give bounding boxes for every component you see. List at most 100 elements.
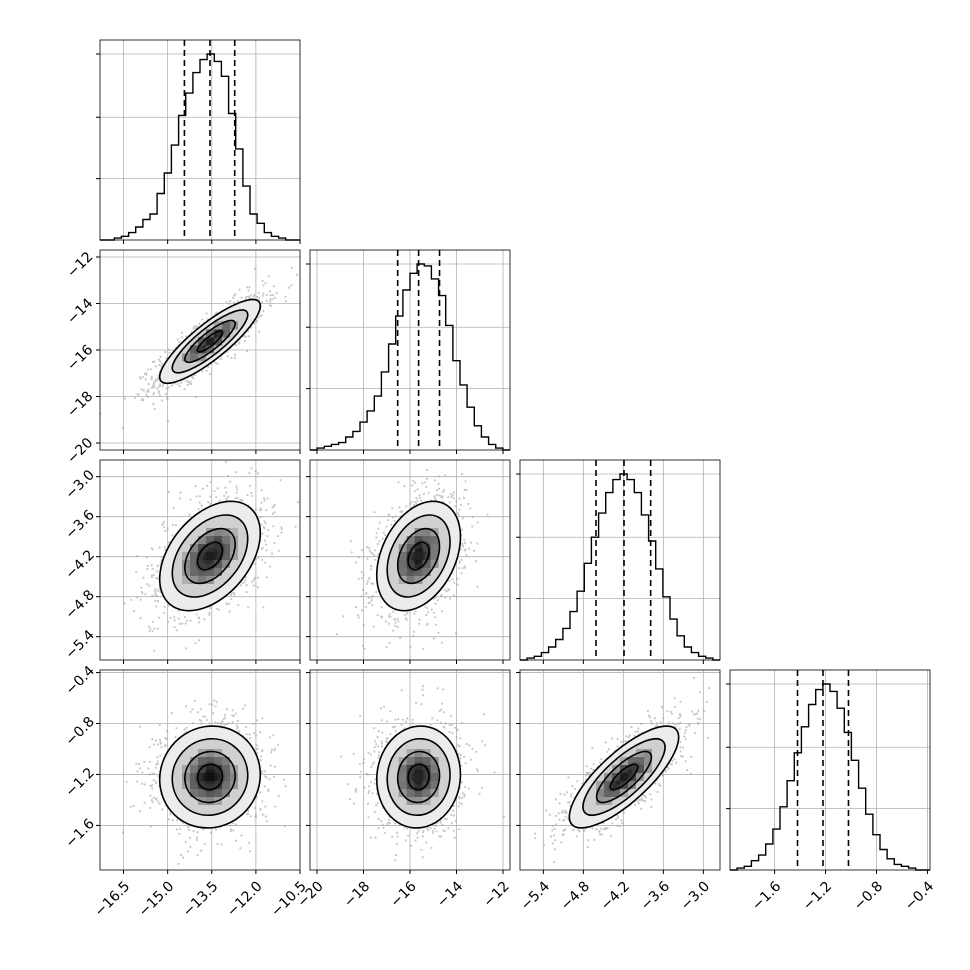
density-cell: [190, 781, 198, 790]
y-tick-label: −5.4: [63, 627, 98, 662]
density-cell: [214, 528, 222, 536]
density-cell: [644, 757, 652, 766]
density-cell: [430, 552, 439, 560]
x-tick-label: −18: [341, 878, 373, 910]
density-cell: [214, 544, 222, 552]
panel-frame: [519, 459, 721, 661]
density-cell: [182, 552, 190, 560]
density-cell: [214, 536, 222, 544]
density-cell: [430, 536, 439, 544]
density-cell: [198, 773, 206, 782]
histogram-panel-3: [726, 669, 931, 871]
density-cell: [406, 568, 415, 576]
density-cell: [628, 781, 636, 790]
contour-line: [386, 737, 451, 817]
density-cell: [190, 568, 198, 576]
density-cell: [628, 765, 636, 774]
density-cell: [406, 789, 415, 798]
density-cell: [206, 544, 214, 552]
density-cell: [190, 765, 198, 774]
density-cell: [406, 552, 415, 560]
contour-line: [196, 541, 224, 571]
density-cell: [414, 757, 423, 766]
density-cell: [414, 797, 423, 806]
x-tick-label: −1.6: [749, 878, 784, 913]
density-cell: [596, 797, 604, 806]
density-cell: [214, 552, 222, 560]
density-cell: [206, 781, 214, 790]
contour-line: [184, 750, 236, 804]
density-cell: [190, 773, 198, 782]
contour-line: [196, 763, 224, 791]
contour-line: [375, 500, 462, 612]
density-cell: [230, 773, 238, 782]
density-cell: [222, 757, 230, 766]
x-tick-label: −14: [434, 878, 466, 910]
panel-frame: [99, 669, 301, 871]
density-cell: [198, 345, 206, 354]
density-cell: [422, 536, 431, 544]
y-tick-label: −4.2: [63, 547, 98, 582]
density-cell: [414, 773, 423, 782]
density-cell: [190, 789, 198, 798]
density-cell: [430, 781, 439, 790]
density-cell: [422, 528, 431, 536]
scatter-panel-0-1: [99, 249, 301, 451]
density-cell: [214, 781, 222, 790]
density-cell: [230, 544, 238, 552]
x-tick-label: −13.5: [180, 878, 222, 920]
scatter-panel-0-3: [99, 669, 301, 871]
density-cell: [612, 781, 620, 790]
density-cell: [214, 765, 222, 774]
density-cell: [414, 789, 423, 798]
density-cell: [414, 560, 423, 568]
contour-line: [158, 725, 262, 829]
density-cell: [406, 560, 415, 568]
density-cell: [198, 536, 206, 544]
density-cell: [206, 757, 214, 766]
density-cell: [398, 560, 407, 568]
density-cell: [222, 781, 230, 790]
density-cell: [406, 757, 415, 766]
y-tick-label: −0.4: [63, 663, 98, 698]
y-tick-label: −3.0: [63, 467, 98, 502]
density-cell: [222, 773, 230, 782]
contour-line: [158, 500, 262, 612]
contour-line: [184, 527, 236, 585]
x-tick-label: −15.0: [136, 878, 178, 920]
density-cell: [644, 765, 652, 774]
density-cell: [214, 757, 222, 766]
density-cell: [422, 544, 431, 552]
x-tick-label: −5.4: [518, 878, 553, 913]
density-cell: [198, 765, 206, 774]
contour-line: [171, 514, 249, 598]
density-cell: [198, 781, 206, 790]
density-cell: [604, 781, 612, 790]
density-cell: [596, 781, 604, 790]
density-cell: [398, 568, 407, 576]
contour-line: [171, 309, 249, 374]
density-cell: [190, 560, 198, 568]
panel-frame: [729, 669, 931, 871]
density-cell: [430, 773, 439, 782]
density-cell: [406, 576, 415, 584]
density-cell: [222, 536, 230, 544]
density-cell: [414, 568, 423, 576]
x-tick-label: −3.0: [678, 878, 713, 913]
contour-line: [595, 750, 653, 804]
contour-line: [407, 541, 430, 571]
density-cell: [636, 757, 644, 766]
density-cell: [206, 773, 214, 782]
density-cell: [198, 544, 206, 552]
density-cell: [644, 749, 652, 758]
density-cell: [206, 337, 214, 346]
density-cell: [206, 345, 214, 354]
density-cell: [190, 345, 198, 354]
contour-line: [171, 737, 249, 817]
contour-line: [396, 750, 441, 804]
density-cell: [190, 576, 198, 584]
density-cell: [214, 789, 222, 798]
density-cell: [198, 552, 206, 560]
y-tick-label: −0.8: [63, 714, 98, 749]
density-cell: [406, 536, 415, 544]
